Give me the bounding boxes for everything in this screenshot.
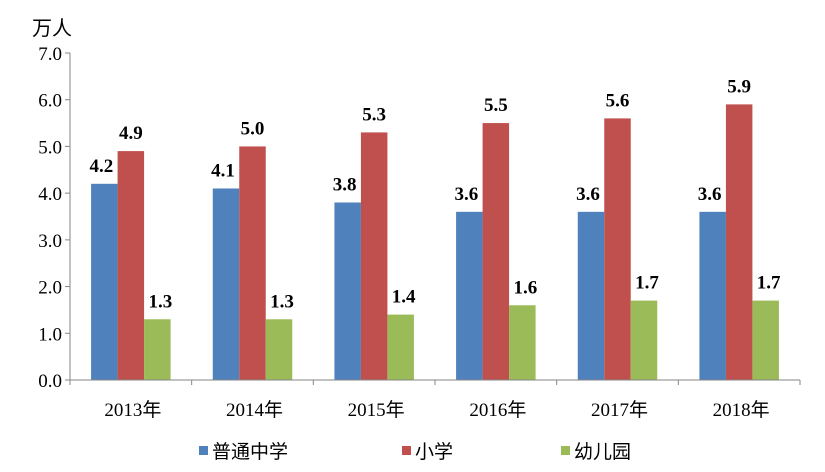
- data-label: 1.6: [513, 277, 537, 298]
- data-label: 3.6: [576, 184, 600, 205]
- data-label: 5.0: [241, 118, 265, 139]
- y-tick-label: 1.0: [38, 324, 62, 345]
- y-tick-label: 6.0: [38, 91, 62, 112]
- legend-label: 普通中学: [212, 441, 288, 463]
- legend-item: 小学: [402, 441, 453, 463]
- bar: [91, 183, 118, 380]
- data-label: 4.2: [89, 156, 113, 177]
- data-label: 1.3: [270, 291, 294, 312]
- bar: [482, 123, 510, 381]
- data-label: 1.3: [148, 291, 172, 312]
- y-tick-label: 7.0: [38, 44, 62, 65]
- bar: [699, 211, 726, 380]
- legend: 普通中学 小学 幼儿园: [199, 441, 631, 463]
- legend-swatch: [561, 446, 570, 455]
- data-labels: 4.2 4.1 3.8 3.6 3.6 3.6 4.9 5.0 5.3 5.5 5.6 5.9 1.3 1…: [89, 76, 781, 312]
- x-tick-label: 2015年: [348, 399, 405, 421]
- x-tick-label: 2014年: [226, 399, 283, 421]
- x-tick-label: 2013年: [104, 399, 161, 421]
- y-tick-label: 0.0: [38, 371, 62, 392]
- data-label: 5.9: [727, 76, 751, 97]
- bar: [456, 211, 483, 380]
- bar: [752, 300, 779, 380]
- bar: [630, 300, 658, 380]
- data-label: 5.5: [484, 95, 508, 116]
- y-tick-label: 3.0: [38, 231, 62, 252]
- legend-swatch: [199, 446, 208, 455]
- data-label: 1.7: [757, 273, 781, 294]
- data-label: 3.8: [333, 174, 357, 195]
- data-label: 5.6: [606, 90, 630, 111]
- bar: [725, 104, 753, 380]
- bar: [509, 305, 536, 380]
- data-label: 3.6: [698, 184, 722, 205]
- bar: [239, 146, 266, 380]
- legend-label: 幼儿园: [574, 441, 631, 463]
- x-tick-label: 2016年: [469, 399, 526, 421]
- bar: [604, 118, 631, 381]
- bar: [334, 202, 361, 380]
- bar: [117, 151, 145, 380]
- axes: 0.0 1.0 2.0 3.0 4.0 5.0 6.0 7.0 2013年 2014年 2015年 2…: [38, 44, 801, 421]
- data-label: 4.9: [119, 123, 143, 144]
- y-tick-label: 5.0: [38, 137, 62, 158]
- y-axis-unit-label: 万人: [32, 16, 72, 40]
- bar: [265, 319, 293, 380]
- legend-item: 普通中学: [199, 441, 288, 463]
- data-label: 1.7: [635, 273, 659, 294]
- x-tick-label: 2018年: [713, 399, 770, 421]
- data-label: 5.3: [362, 104, 386, 125]
- bar: [387, 314, 414, 380]
- bar: [360, 132, 388, 380]
- legend-label: 小学: [415, 441, 453, 463]
- data-label: 4.1: [211, 160, 235, 181]
- bar: [144, 319, 171, 380]
- bar: [577, 211, 605, 380]
- x-tick-label: 2017年: [591, 399, 648, 421]
- legend-item: 幼儿园: [561, 441, 631, 463]
- legend-swatch: [402, 446, 411, 455]
- data-label: 3.6: [454, 184, 478, 205]
- bars: [91, 104, 779, 381]
- bar: [212, 188, 240, 380]
- data-label: 1.4: [392, 287, 416, 308]
- y-tick-label: 2.0: [38, 278, 62, 299]
- y-tick-label: 4.0: [38, 184, 62, 205]
